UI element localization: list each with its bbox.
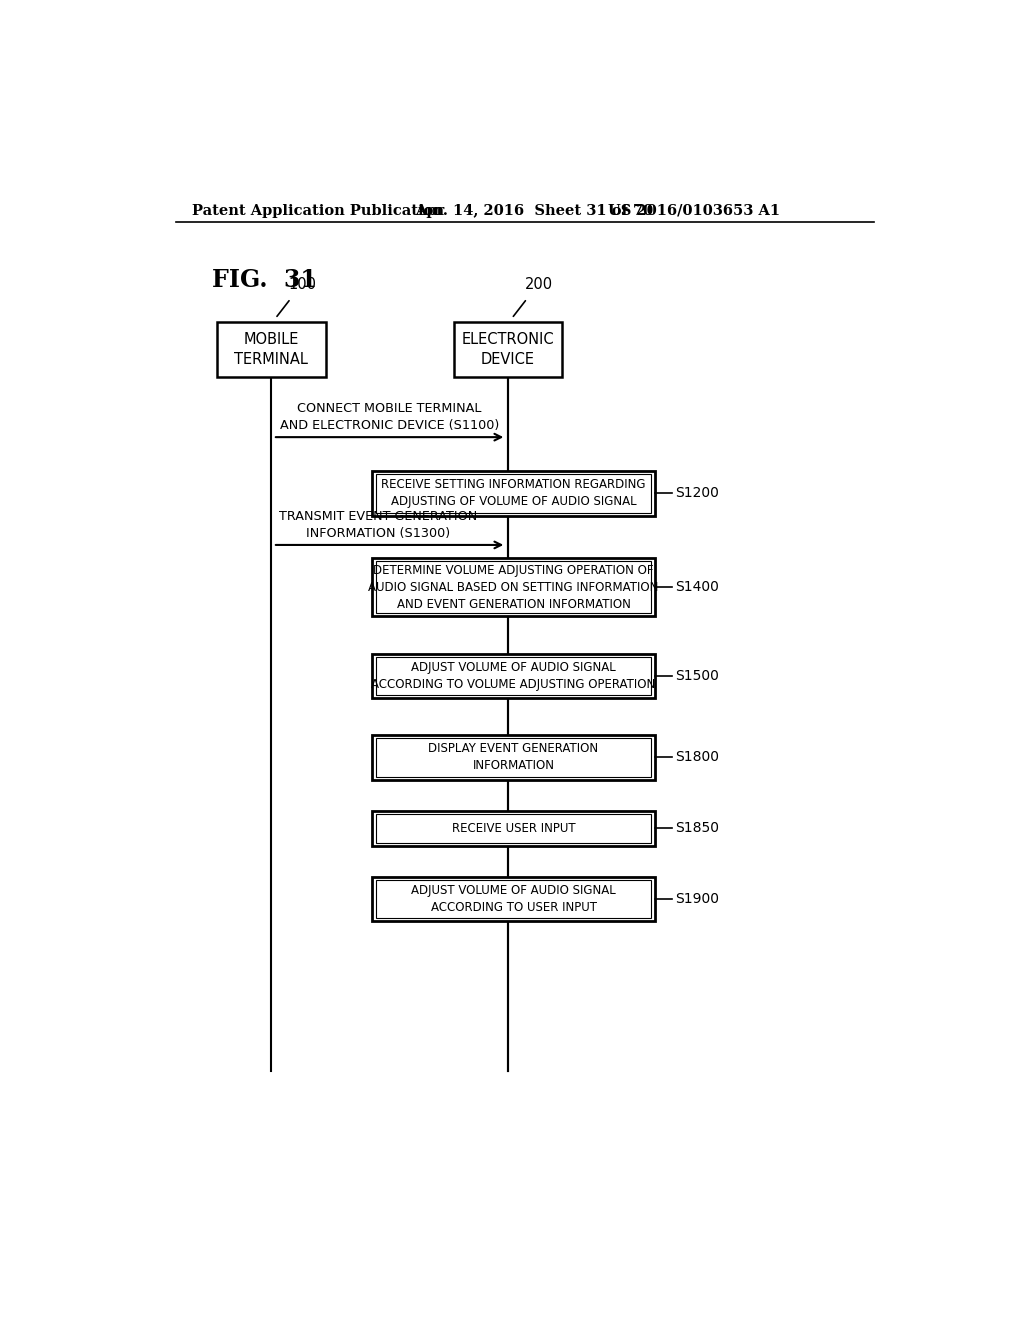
Bar [376,561,651,612]
Text: S1200: S1200 [675,486,719,500]
Text: ADJUST VOLUME OF AUDIO SIGNAL
ACCORDING TO USER INPUT: ADJUST VOLUME OF AUDIO SIGNAL ACCORDING … [412,884,616,915]
Bar [372,653,655,698]
Text: 200: 200 [524,277,553,293]
Bar [372,735,655,780]
Text: US 2016/0103653 A1: US 2016/0103653 A1 [608,203,780,218]
Text: S1800: S1800 [675,751,719,764]
Bar [217,322,326,378]
Text: S1500: S1500 [675,669,719,682]
Text: S1900: S1900 [675,892,719,906]
Text: Apr. 14, 2016  Sheet 31 of 70: Apr. 14, 2016 Sheet 31 of 70 [415,203,653,218]
Text: FIG.  31: FIG. 31 [212,268,316,292]
Bar [376,738,651,776]
Bar [376,814,651,842]
Bar [454,322,562,378]
Bar [372,876,655,921]
Text: RECEIVE SETTING INFORMATION REGARDING
ADJUSTING OF VOLUME OF AUDIO SIGNAL: RECEIVE SETTING INFORMATION REGARDING AD… [381,478,646,508]
Text: ELECTRONIC
DEVICE: ELECTRONIC DEVICE [462,331,554,367]
Text: MOBILE
TERMINAL: MOBILE TERMINAL [234,331,308,367]
Text: TRANSMIT EVENT GENERATION
INFORMATION (S1300): TRANSMIT EVENT GENERATION INFORMATION (S… [279,510,477,540]
Text: ADJUST VOLUME OF AUDIO SIGNAL
ACCORDING TO VOLUME ADJUSTING OPERATION: ADJUST VOLUME OF AUDIO SIGNAL ACCORDING … [372,661,655,690]
Bar [372,471,655,516]
Text: S1400: S1400 [675,581,719,594]
Text: 100: 100 [289,277,316,293]
Text: RECEIVE USER INPUT: RECEIVE USER INPUT [452,822,575,834]
Bar [372,810,655,846]
Text: DISPLAY EVENT GENERATION
INFORMATION: DISPLAY EVENT GENERATION INFORMATION [428,742,599,772]
Bar [376,474,651,512]
Text: CONNECT MOBILE TERMINAL
AND ELECTRONIC DEVICE (S1100): CONNECT MOBILE TERMINAL AND ELECTRONIC D… [280,403,499,432]
Bar [372,558,655,616]
Bar [376,880,651,919]
Text: DETERMINE VOLUME ADJUSTING OPERATION OF
AUDIO SIGNAL BASED ON SETTING INFORMATIO: DETERMINE VOLUME ADJUSTING OPERATION OF … [369,564,658,611]
Text: S1850: S1850 [675,821,719,836]
Bar [376,656,651,696]
Text: Patent Application Publication: Patent Application Publication [191,203,443,218]
